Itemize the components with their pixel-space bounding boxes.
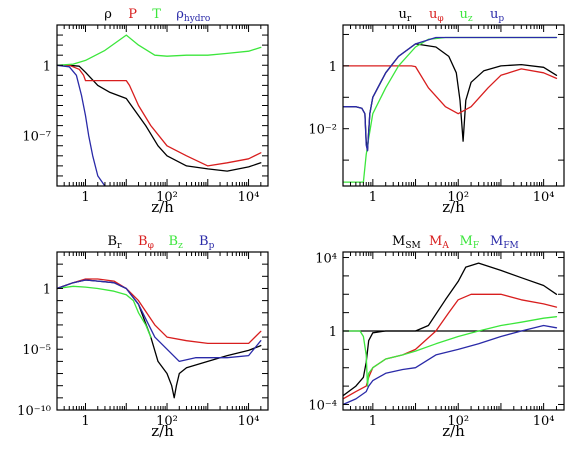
series-line-1 bbox=[343, 43, 558, 152]
chart-panel-2: 1 10² 10⁴ 1 10⁻² z/h ur uφ uz up bbox=[308, 7, 565, 216]
x-tick-label: 10⁴ bbox=[238, 414, 260, 429]
legend-label-4: Bp bbox=[199, 234, 215, 251]
legend-label-1: ur bbox=[399, 7, 412, 24]
x-tick-label: 10⁴ bbox=[533, 414, 555, 429]
y-tick-label: 10⁻⁷ bbox=[22, 130, 51, 145]
legend-label-1: Br bbox=[108, 234, 123, 251]
y-tick-label: 10⁻² bbox=[308, 123, 337, 138]
y-tick-label: 10⁻¹⁰ bbox=[17, 404, 51, 419]
series-line-2 bbox=[343, 65, 558, 115]
series-line-1 bbox=[343, 262, 558, 397]
x-tick-label: 10⁴ bbox=[238, 190, 260, 205]
x-tick-label: 1 bbox=[81, 190, 89, 205]
y-tick-label: 1 bbox=[329, 60, 337, 75]
series-line-2 bbox=[343, 293, 558, 400]
x-tick-label: 1 bbox=[369, 414, 377, 429]
y-tick-label: 10⁻⁵ bbox=[22, 343, 51, 358]
legend-label-4: up bbox=[490, 7, 504, 24]
series-line-4 bbox=[57, 64, 106, 186]
legend-label-4: MFM bbox=[490, 234, 519, 251]
legend-label-3: uz bbox=[460, 7, 473, 24]
series-line-1 bbox=[57, 64, 262, 172]
series-line-3 bbox=[57, 34, 262, 66]
y-tick-label: 10⁻⁴ bbox=[308, 398, 337, 413]
legend-label-2: P bbox=[128, 7, 137, 22]
y-tick-label: 1 bbox=[329, 325, 337, 340]
legend-label-3: MF bbox=[460, 234, 480, 251]
series-line-1 bbox=[57, 279, 262, 399]
x-axis-label: z/h bbox=[151, 198, 174, 216]
legend-label-2: Bφ bbox=[138, 234, 154, 251]
y-tick-label: 10⁴ bbox=[315, 252, 337, 267]
x-axis-label: z/h bbox=[442, 422, 465, 440]
x-tick-label: 10² bbox=[156, 190, 178, 205]
legend-label-4: ρhydro bbox=[176, 7, 210, 24]
plot-frame bbox=[56, 251, 269, 411]
x-tick-label: 10² bbox=[447, 190, 469, 205]
chart-panel-3: 1 10² 10⁴ 1 10⁻⁵ 10⁻¹⁰ z/h Br Bφ Bz Bp bbox=[17, 234, 269, 440]
x-axis-label: z/h bbox=[151, 422, 174, 440]
series-line-2 bbox=[57, 278, 262, 345]
y-tick-label: 1 bbox=[43, 282, 51, 297]
x-tick-label: 10⁴ bbox=[533, 190, 555, 205]
series-line-4 bbox=[343, 324, 558, 406]
x-tick-label: 10² bbox=[447, 414, 469, 429]
plot-frame bbox=[342, 24, 565, 187]
legend-label-2: MA bbox=[429, 234, 449, 251]
x-tick-label: 10² bbox=[156, 414, 178, 429]
legend-label-3: Bz bbox=[169, 234, 184, 251]
x-tick-label: 1 bbox=[81, 414, 89, 429]
y-tick-label: 1 bbox=[43, 59, 51, 74]
series-line-3 bbox=[343, 316, 558, 387]
series-line-2 bbox=[57, 64, 262, 167]
legend-label-1: MSM bbox=[392, 234, 421, 251]
x-tick-label: 1 bbox=[369, 190, 377, 205]
legend-label-2: uφ bbox=[429, 7, 444, 24]
series-line-3 bbox=[57, 285, 152, 338]
legend-label-1: ρ bbox=[104, 7, 112, 22]
x-axis-label: z/h bbox=[442, 198, 465, 216]
legend-label-3: T bbox=[152, 7, 161, 22]
chart-panel-4: 1 10² 10⁴ 10⁴ 1 10⁻⁴ z/h MSM MA MF MFM bbox=[308, 234, 565, 440]
plot-frame bbox=[56, 24, 269, 187]
series-line-4 bbox=[57, 279, 262, 363]
series-line-4 bbox=[343, 36, 558, 152]
